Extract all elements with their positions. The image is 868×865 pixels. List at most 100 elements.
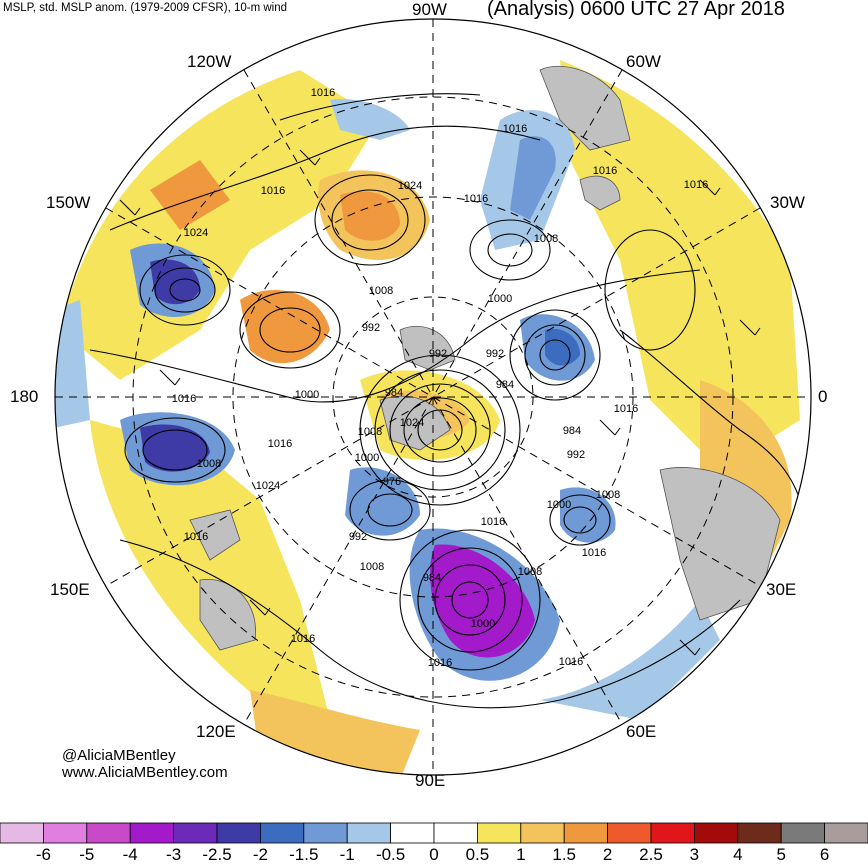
credit-site: www.AliciaMBentley.com bbox=[62, 764, 228, 781]
isobar-label: 1016 bbox=[684, 179, 708, 191]
colorbar-swatch bbox=[43, 822, 88, 844]
isobar-label: 1000 bbox=[547, 499, 571, 511]
isobar-label: 1000 bbox=[355, 452, 379, 464]
colorbar-tick-label: 0.5 bbox=[465, 845, 490, 864]
credit: @AliciaMBentley www.AliciaMBentley.com bbox=[62, 747, 228, 781]
colorbar-swatch bbox=[346, 822, 392, 844]
lon-label-120e: 120E bbox=[196, 722, 236, 741]
isobar-label: 992 bbox=[567, 449, 585, 461]
isobar-label: 1008 bbox=[534, 233, 558, 245]
colorbar-tick-label: 6 bbox=[819, 845, 830, 864]
colorbar-swatch bbox=[0, 822, 44, 844]
isobar-label: 992 bbox=[429, 348, 447, 360]
isobar-label: 1024 bbox=[256, 480, 280, 492]
isobar-label: 984 bbox=[423, 572, 441, 584]
colorbar-tick-label: -2.5 bbox=[202, 845, 232, 864]
isobar-label: 1008 bbox=[369, 285, 393, 297]
isobar-label: 1016 bbox=[464, 193, 488, 205]
isobar-label: 1016 bbox=[559, 656, 583, 668]
isobar-label: 1008 bbox=[197, 458, 221, 470]
isobar-label: 1016 bbox=[481, 516, 505, 528]
isobar-label: 1000 bbox=[488, 293, 512, 305]
isobars bbox=[89, 93, 801, 709]
isobar-label: 1008 bbox=[596, 489, 620, 501]
wind-barbs bbox=[119, 149, 761, 656]
colorbar-tick-label: 0 bbox=[429, 845, 439, 864]
colorbar-swatch bbox=[650, 822, 695, 844]
lon-label-150w: 150W bbox=[46, 193, 91, 212]
isobar-label: 1024 bbox=[398, 180, 422, 192]
lon-label-120w: 120W bbox=[187, 52, 232, 71]
isobar-label: 992 bbox=[486, 348, 504, 360]
land-masses bbox=[189, 65, 781, 651]
colorbar-tick-label: 1 bbox=[516, 845, 526, 864]
isobar-label: 1008 bbox=[358, 426, 382, 438]
colorbar-tick-label: 4 bbox=[733, 845, 743, 864]
colorbar-swatch bbox=[520, 822, 565, 844]
analysis-time: (Analysis) 0600 UTC 27 Apr 2018 bbox=[487, 0, 785, 20]
colorbar-swatch bbox=[563, 822, 609, 844]
isobar-label: 992 bbox=[362, 322, 380, 334]
isobar-label: 1016 bbox=[291, 633, 315, 645]
colorbar-swatch bbox=[86, 822, 131, 844]
lon-label-90e: 90E bbox=[415, 771, 446, 790]
isobar-label: 984 bbox=[385, 387, 403, 399]
isobar-label: 1016 bbox=[268, 438, 292, 450]
colorbar-swatch bbox=[607, 822, 652, 844]
colorbar-swatch bbox=[129, 822, 174, 844]
colorbar-tick-label: -1 bbox=[339, 845, 355, 864]
colorbar-tick-label: -0.5 bbox=[375, 845, 406, 864]
isobar-label: 1016 bbox=[184, 531, 208, 543]
colorbar-tick-label: -2 bbox=[252, 845, 268, 864]
isobar-label: 1016 bbox=[428, 657, 452, 669]
colorbar-swatch bbox=[824, 822, 868, 844]
isobar-label: 1016 bbox=[311, 87, 335, 99]
colorbar-tick-label: -5 bbox=[79, 845, 95, 864]
colorbar-tick-label: -6 bbox=[35, 845, 51, 864]
colorbar-swatch bbox=[173, 822, 218, 844]
colorbar-swatch bbox=[216, 822, 261, 844]
colorbar-tick-label: 2 bbox=[602, 845, 613, 864]
lon-label-180: 180 bbox=[10, 387, 39, 406]
isobar-label: 1016 bbox=[172, 393, 196, 405]
chart-title: MSLP, std. MSLP anom. (1979-2009 CFSR), … bbox=[3, 2, 288, 14]
lon-label-90w: 90W bbox=[412, 0, 447, 19]
lon-label-30e: 30E bbox=[766, 580, 797, 599]
isobar-label: 1000 bbox=[295, 389, 319, 401]
colorbar-swatch bbox=[737, 822, 782, 844]
polar-map: 1016 1016 1016 1024 1016 1016 1024 1016 1008 1008… bbox=[54, 18, 812, 776]
lon-label-60w: 60W bbox=[626, 52, 661, 71]
colorbar-swatch bbox=[433, 822, 478, 844]
isobar-label: 1016 bbox=[503, 123, 527, 135]
isobar-label: 976 bbox=[383, 476, 401, 488]
isobar-label: 1016 bbox=[593, 165, 617, 177]
colorbar-swatch bbox=[303, 822, 348, 844]
colorbar-swatch bbox=[694, 822, 739, 844]
isobar-label: 1024 bbox=[400, 417, 424, 429]
isobar-label: 1024 bbox=[184, 227, 208, 239]
map-disk bbox=[55, 19, 811, 775]
isobar-label: 984 bbox=[563, 425, 581, 437]
lon-label-0: 0 bbox=[818, 387, 828, 406]
colorbar bbox=[0, 822, 868, 844]
graticule bbox=[55, 19, 811, 775]
colorbar-tick-label: 1.5 bbox=[552, 845, 577, 864]
colorbar-tick-label: -4 bbox=[122, 845, 138, 864]
isobar-labels: 1016 1016 1016 1024 1016 1016 1024 1016 1008 1008… bbox=[172, 87, 708, 669]
isobar-label: 1016 bbox=[582, 547, 606, 559]
lon-label-30w: 30W bbox=[770, 193, 805, 212]
lon-label-150e: 150E bbox=[50, 580, 90, 599]
isobar-label: 1016 bbox=[614, 403, 638, 415]
isobar-label: 1008 bbox=[518, 566, 542, 578]
lon-label-60e: 60E bbox=[626, 722, 657, 741]
colorbar-tick-label: 5 bbox=[776, 845, 786, 864]
colorbar-tick-label: -3 bbox=[166, 845, 182, 864]
colorbar-tick-label: 2.5 bbox=[639, 845, 663, 864]
credit-handle: @AliciaMBentley bbox=[62, 747, 176, 764]
colorbar-swatch bbox=[259, 822, 305, 844]
isobar-label: 1000 bbox=[471, 618, 495, 630]
isobar-label: 1016 bbox=[261, 185, 285, 197]
isobar-label: 992 bbox=[349, 531, 367, 543]
colorbar-tick-label: 3 bbox=[689, 845, 700, 864]
isobar-label: 1008 bbox=[360, 561, 384, 573]
